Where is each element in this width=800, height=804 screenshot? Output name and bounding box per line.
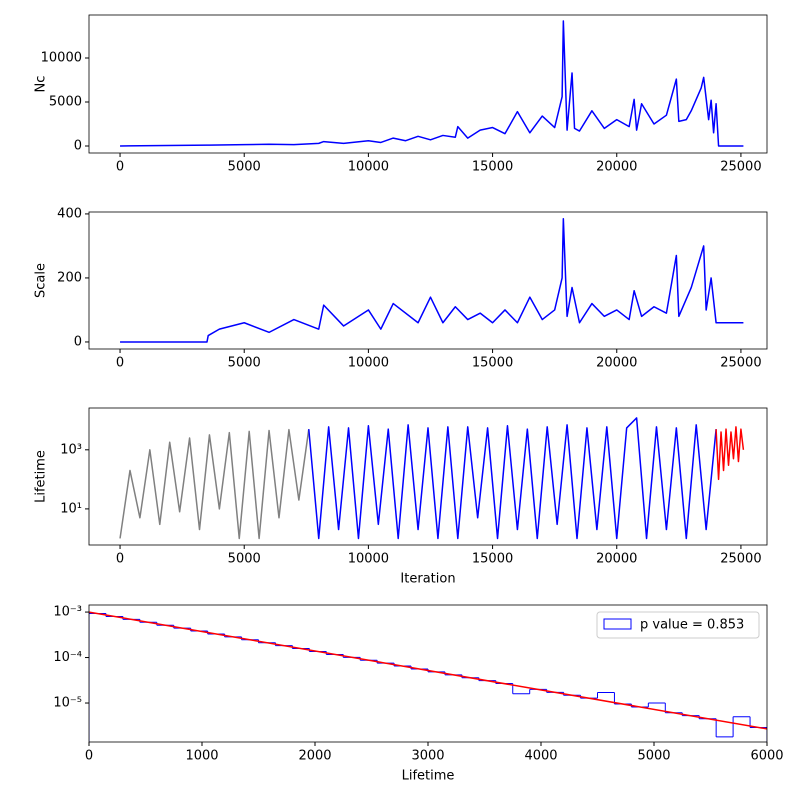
y-tick-label: 5000 [49, 95, 82, 110]
x-tick-label: 0 [116, 160, 124, 175]
x-axis-label: Lifetime [402, 769, 455, 784]
x-tick-label: 5000 [637, 749, 670, 764]
y-tick-label: 200 [57, 270, 82, 285]
x-tick-label: 10000 [348, 356, 389, 371]
x-tick-label: 6000 [750, 749, 783, 764]
y-tick-label: 0 [74, 139, 82, 154]
y-axis-label: Lifetime [34, 450, 49, 503]
fit-line [89, 611, 767, 730]
x-tick-label: 25000 [720, 356, 761, 371]
x-tick-label: 25000 [720, 160, 761, 175]
y-tick-label: 10¹ [60, 501, 82, 516]
axes-frame [88, 14, 768, 154]
axes-frame [88, 211, 768, 350]
x-tick-label: 15000 [472, 160, 513, 175]
y-tick-label: 0 [74, 334, 82, 349]
x-tick-label: 5000 [228, 160, 261, 175]
x-tick-label: 15000 [472, 552, 513, 567]
x-tick-label: 2000 [298, 749, 331, 764]
legend-swatch [603, 618, 632, 630]
line-series [120, 217, 744, 343]
x-tick-label: 25000 [720, 552, 761, 567]
y-tick-label: 10⁻⁴ [53, 650, 82, 665]
x-tick-label: 10000 [348, 552, 389, 567]
x-tick-label: 4000 [524, 749, 557, 764]
plot-area [120, 217, 744, 343]
y-tick-label: 10⁻⁵ [53, 696, 82, 711]
line-series [120, 20, 744, 147]
y-tick-label: 10³ [60, 442, 82, 457]
x-tick-label: 0 [116, 552, 124, 567]
x-tick-label: 20000 [596, 356, 637, 371]
y-tick-label: 400 [57, 206, 82, 221]
x-tick-label: 5000 [228, 356, 261, 371]
y-tick-label: 10000 [41, 50, 82, 65]
x-tick-label: 5000 [228, 552, 261, 567]
x-tick-label: 10000 [348, 160, 389, 175]
x-tick-label: 15000 [472, 356, 513, 371]
axes-frame [88, 407, 768, 546]
y-tick-label: 10⁻³ [53, 605, 82, 620]
x-tick-label: 1000 [185, 749, 218, 764]
x-tick-label: 0 [85, 749, 93, 764]
line-series [715, 426, 745, 481]
x-tick-label: 3000 [411, 749, 444, 764]
x-tick-label: 20000 [596, 552, 637, 567]
legend-label: p value = 0.853 [640, 618, 744, 633]
x-axis-label: Iteration [400, 572, 455, 587]
axes-frame [88, 604, 768, 743]
legend-box [596, 611, 760, 639]
plot-area [120, 20, 744, 147]
plot-area [119, 417, 745, 540]
y-axis-label: Nc [34, 76, 49, 93]
y-axis-label: Scale [34, 263, 49, 298]
plot-area [89, 611, 767, 742]
line-series [119, 428, 310, 540]
line-series [308, 417, 717, 540]
x-tick-label: 20000 [596, 160, 637, 175]
x-tick-label: 0 [116, 356, 124, 371]
